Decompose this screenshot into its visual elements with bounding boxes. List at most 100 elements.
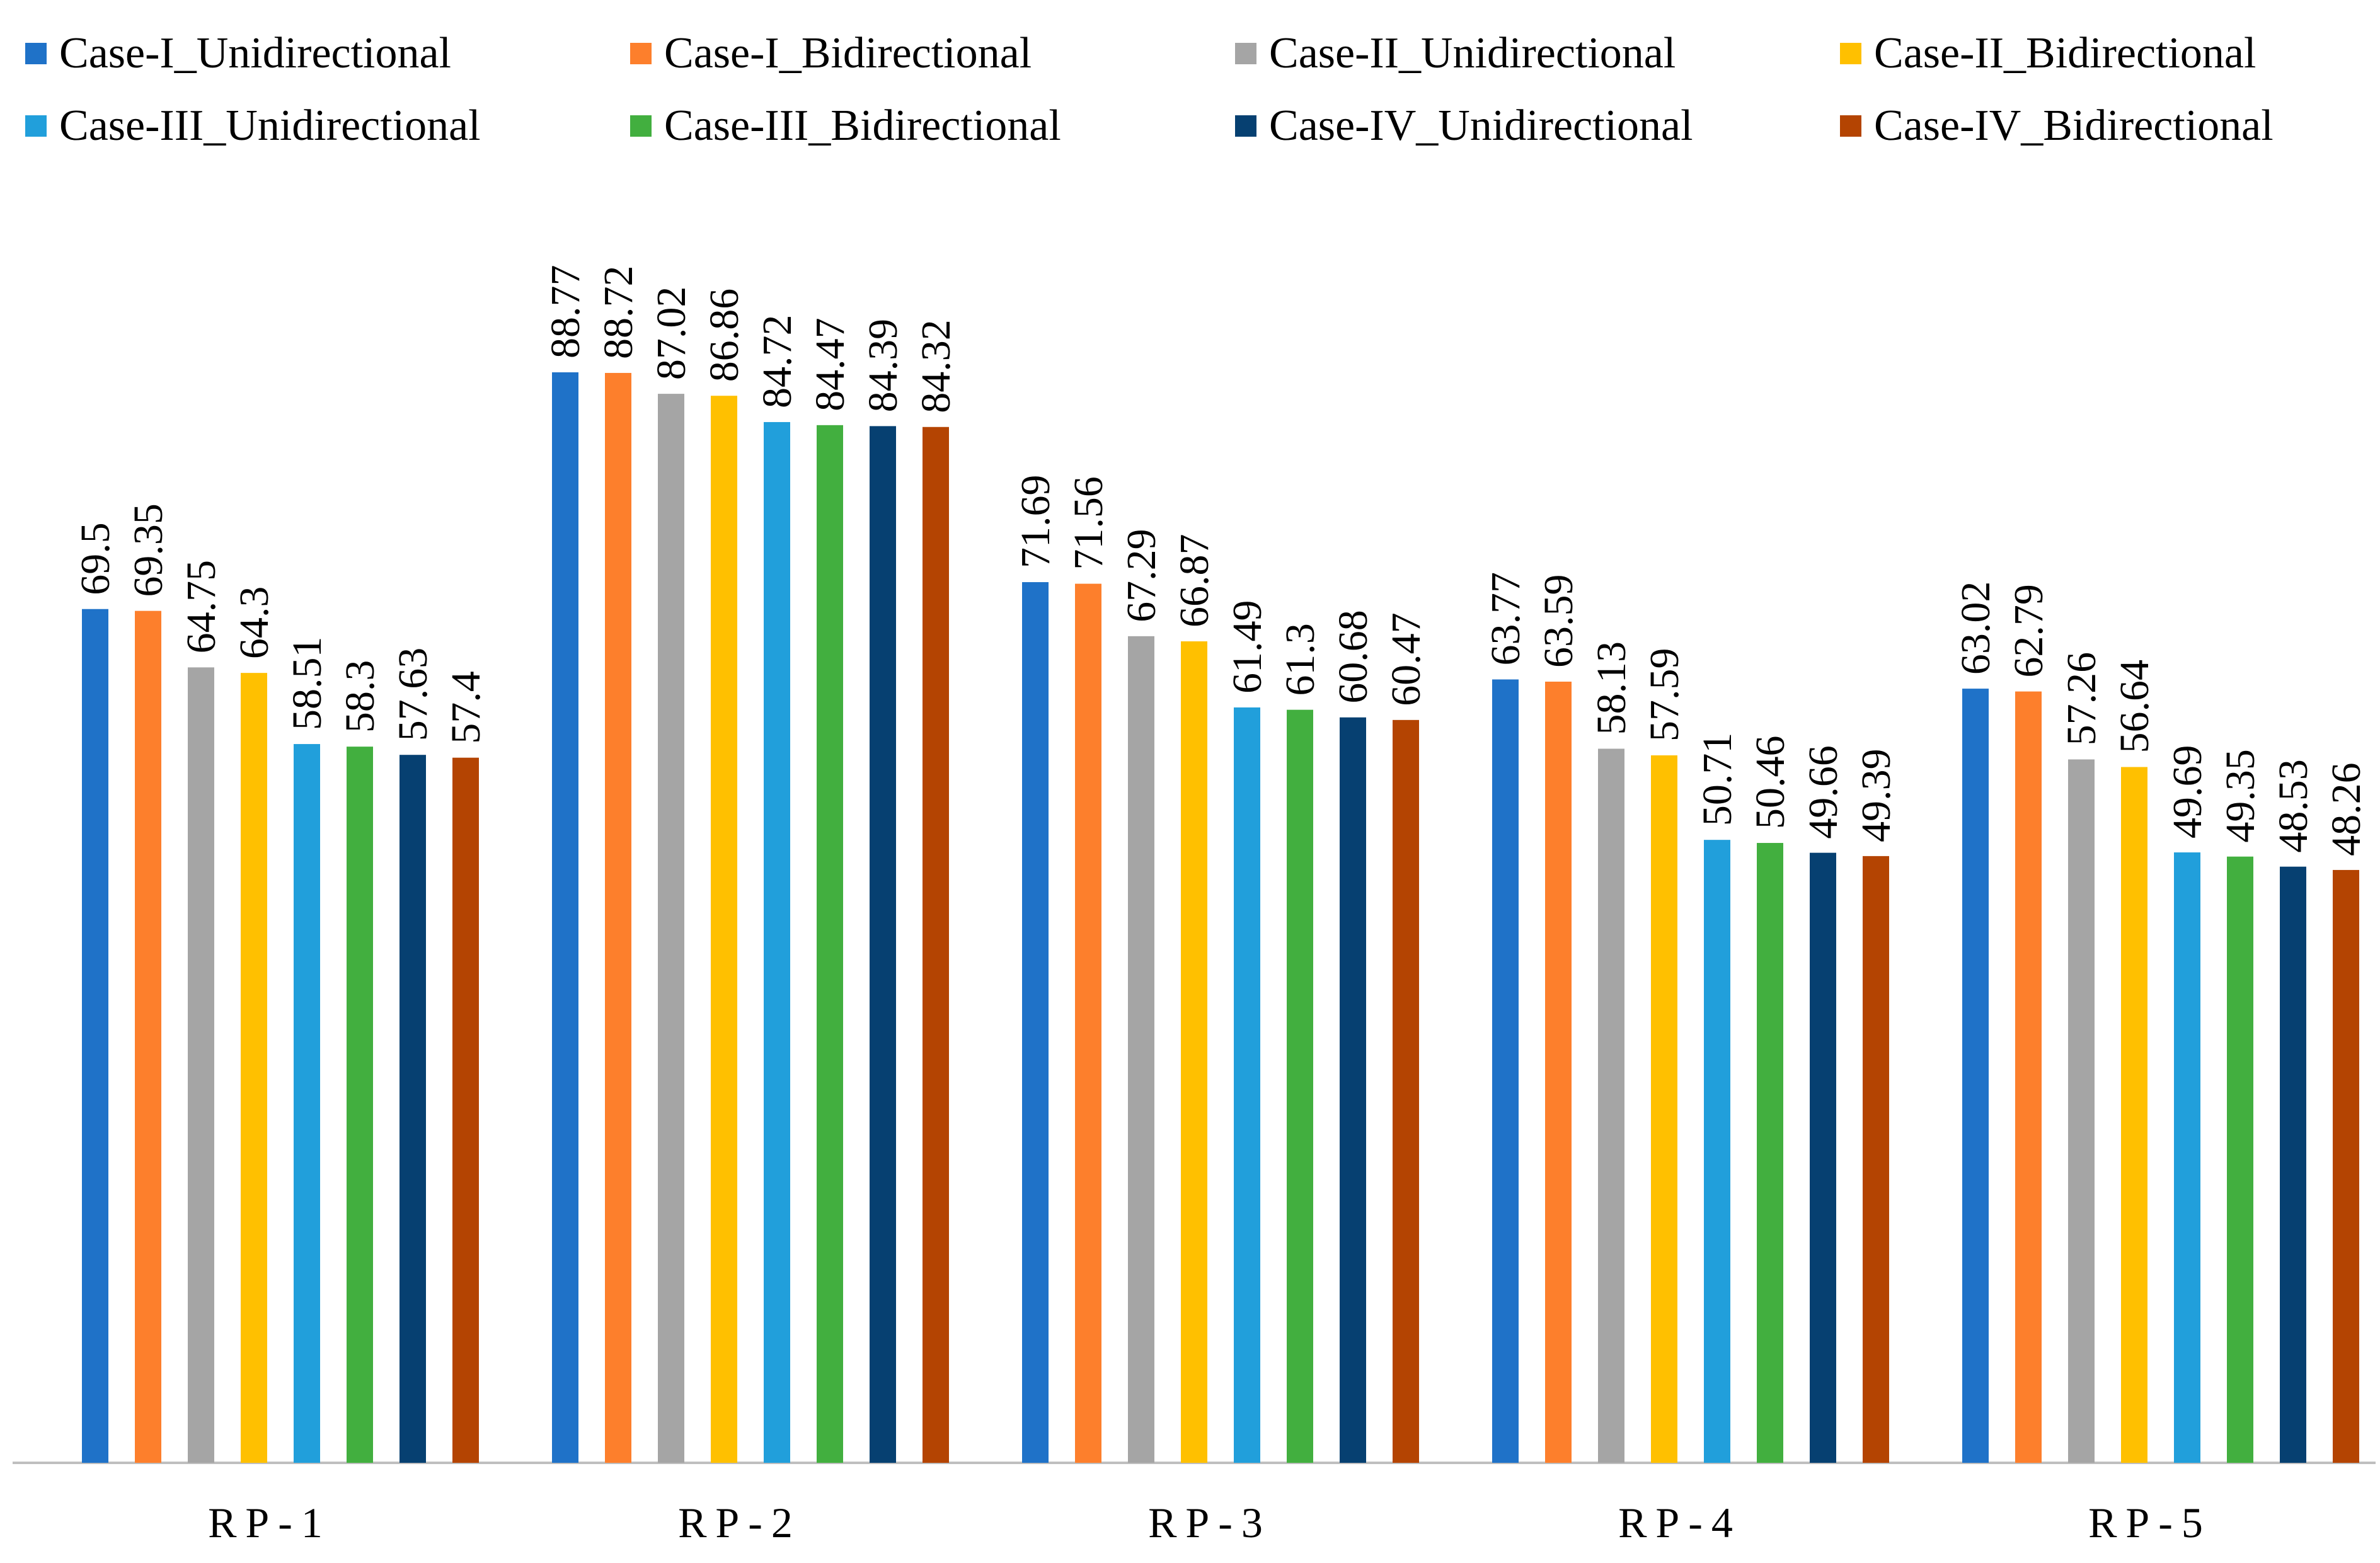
value-label-rp-3-case-i-bidirectional: 71.56 [1066, 476, 1112, 570]
bar-rp-5-case-iii-bidirectional [2227, 856, 2253, 1463]
bar-rp-1-case-ii-bidirectional [241, 673, 267, 1463]
bar-rp-1-case-iv-bidirectional [452, 757, 479, 1463]
legend-swatch [630, 43, 652, 64]
legend-item-case-ii-bidirectional: Case-II_Bidirectional [1840, 19, 2256, 88]
value-label-rp-5-case-ii-unidirectional: 57.26 [2059, 652, 2105, 746]
bar-rp-4-case-i-bidirectional [1545, 681, 1572, 1463]
bar-rp-2-case-iv-unidirectional [870, 426, 896, 1463]
value-label-rp-5-case-i-unidirectional: 63.02 [1953, 581, 1999, 675]
bar-rp-5-case-ii-bidirectional [2121, 767, 2147, 1463]
legend-label: Case-II_Bidirectional [1874, 29, 2256, 77]
legend-item-case-i-unidirectional: Case-I_Unidirectional [25, 19, 451, 88]
legend-label: Case-IV_Unidirectional [1269, 101, 1693, 150]
x-tick-label-rp-5: RP-5 [2088, 1499, 2212, 1547]
x-tick-label-rp-2: RP-2 [678, 1499, 802, 1547]
bar-rp-2-case-iii-bidirectional [817, 425, 843, 1463]
bar-rp-1-case-i-bidirectional [135, 610, 161, 1463]
legend-label: Case-I_Bidirectional [664, 29, 1032, 77]
bar-rp-3-case-iv-unidirectional [1340, 717, 1366, 1463]
legend-item-case-iii-bidirectional: Case-III_Bidirectional [630, 91, 1061, 161]
bar-rp-3-case-iii-bidirectional [1287, 709, 1313, 1463]
value-label-rp-1-case-iv-bidirectional: 57.4 [443, 671, 489, 744]
bar-rp-2-case-ii-unidirectional [658, 394, 684, 1463]
bar-rp-5-case-ii-unidirectional [2068, 759, 2095, 1463]
value-label-rp-4-case-iii-bidirectional: 50.46 [1747, 736, 1793, 830]
value-label-rp-1-case-i-unidirectional: 69.5 [72, 522, 118, 595]
legend-item-case-iv-unidirectional: Case-IV_Unidirectional [1235, 91, 1693, 161]
legend-swatch [25, 43, 47, 64]
bar-rp-4-case-iii-unidirectional [1704, 840, 1730, 1463]
value-label-rp-5-case-ii-bidirectional: 56.64 [2112, 660, 2158, 753]
legend-item-case-iv-bidirectional: Case-IV_Bidirectional [1840, 91, 2274, 161]
value-label-rp-2-case-i-bidirectional: 88.72 [595, 265, 641, 359]
bar-rp-4-case-iv-bidirectional [1863, 856, 1889, 1463]
bar-rp-5-case-iv-unidirectional [2280, 866, 2306, 1463]
bar-rp-5-case-i-unidirectional [1962, 689, 1989, 1463]
bar-rp-2-case-iii-unidirectional [764, 421, 790, 1463]
value-label-rp-2-case-ii-unidirectional: 87.02 [648, 287, 694, 381]
value-label-rp-2-case-ii-bidirectional: 86.86 [701, 289, 747, 382]
legend-item-case-iii-unidirectional: Case-III_Unidirectional [25, 91, 481, 161]
bar-rp-5-case-iv-bidirectional [2333, 869, 2359, 1463]
bar-rp-4-case-i-unidirectional [1492, 679, 1519, 1463]
legend-item-case-ii-unidirectional: Case-II_Unidirectional [1235, 19, 1676, 88]
value-label-rp-3-case-ii-bidirectional: 66.87 [1171, 534, 1217, 628]
value-label-rp-5-case-iv-unidirectional: 48.53 [2270, 759, 2316, 853]
value-label-rp-2-case-iv-unidirectional: 84.39 [860, 319, 906, 413]
x-tick-label-rp-4: RP-4 [1618, 1499, 1742, 1547]
legend-label: Case-III_Bidirectional [664, 101, 1061, 150]
bar-rp-1-case-ii-unidirectional [188, 667, 214, 1463]
bar-rp-1-case-iv-unidirectional [400, 755, 426, 1463]
legend-label: Case-I_Unidirectional [59, 29, 452, 77]
value-label-rp-1-case-iii-bidirectional: 58.3 [337, 660, 383, 733]
value-label-rp-4-case-iv-unidirectional: 49.66 [1800, 745, 1846, 839]
legend-item-case-i-bidirectional: Case-I_Bidirectional [630, 19, 1032, 88]
x-tick-label-rp-3: RP-3 [1148, 1499, 1272, 1547]
value-label-rp-4-case-ii-bidirectional: 57.59 [1641, 648, 1687, 741]
value-label-rp-1-case-iv-unidirectional: 57.63 [390, 648, 436, 741]
value-label-rp-2-case-iii-bidirectional: 84.47 [807, 318, 853, 411]
value-label-rp-4-case-ii-unidirectional: 58.13 [1589, 641, 1635, 735]
legend-swatch [1840, 43, 1861, 64]
value-label-rp-1-case-ii-unidirectional: 64.75 [178, 560, 224, 654]
bar-rp-3-case-i-unidirectional [1022, 582, 1049, 1463]
bar-rp-3-case-i-bidirectional [1075, 583, 1101, 1463]
legend-swatch [25, 115, 47, 137]
bar-rp-4-case-iii-bidirectional [1757, 843, 1783, 1463]
value-label-rp-3-case-iv-unidirectional: 60.68 [1330, 610, 1376, 704]
bar-rp-3-case-ii-bidirectional [1181, 641, 1207, 1463]
bar-rp-3-case-ii-unidirectional [1128, 636, 1154, 1463]
value-label-rp-1-case-iii-unidirectional: 58.51 [284, 637, 330, 731]
value-label-rp-3-case-iii-bidirectional: 61.3 [1277, 623, 1323, 696]
value-label-rp-4-case-i-bidirectional: 63.59 [1536, 574, 1582, 668]
bar-rp-3-case-iv-bidirectional [1393, 719, 1419, 1463]
value-label-rp-2-case-i-unidirectional: 88.77 [543, 265, 589, 358]
bar-rp-4-case-ii-bidirectional [1651, 755, 1677, 1463]
legend-label: Case-III_Unidirectional [59, 101, 481, 150]
bar-rp-3-case-iii-unidirectional [1234, 707, 1260, 1463]
value-label-rp-5-case-i-bidirectional: 62.79 [2006, 584, 2052, 678]
bar-rp-1-case-iii-bidirectional [347, 747, 373, 1463]
legend-swatch [1235, 115, 1256, 137]
bar-rp-2-case-ii-bidirectional [711, 396, 737, 1463]
bar-rp-2-case-i-unidirectional [552, 372, 578, 1463]
x-tick-labels-group: RP-1 RP-2 RP-3 RP-4 RP-5 [208, 1499, 2212, 1547]
bar-rp-1-case-i-unidirectional [82, 609, 108, 1463]
bar-rp-1-case-iii-unidirectional [294, 744, 320, 1463]
value-label-rp-2-case-iii-unidirectional: 84.72 [754, 314, 800, 408]
value-label-rp-1-case-ii-bidirectional: 64.3 [231, 587, 277, 660]
value-label-rp-3-case-i-unidirectional: 71.69 [1013, 475, 1059, 569]
legend: Case-I_Unidirectional Case-I_Bidirectiona… [25, 19, 2369, 164]
bar-rp-2-case-iv-bidirectional [923, 427, 949, 1463]
legend-swatch [1840, 115, 1861, 137]
bar-rp-5-case-iii-unidirectional [2174, 852, 2200, 1463]
value-label-rp-5-case-iv-bidirectional: 48.26 [2323, 762, 2369, 856]
x-tick-label-rp-1: RP-1 [208, 1499, 331, 1547]
value-label-rp-4-case-iv-bidirectional: 49.39 [1853, 748, 1899, 842]
bars-group [82, 372, 2359, 1463]
legend-swatch [630, 115, 652, 137]
legend-swatch [1235, 43, 1256, 64]
legend-label: Case-II_Unidirectional [1269, 29, 1676, 77]
